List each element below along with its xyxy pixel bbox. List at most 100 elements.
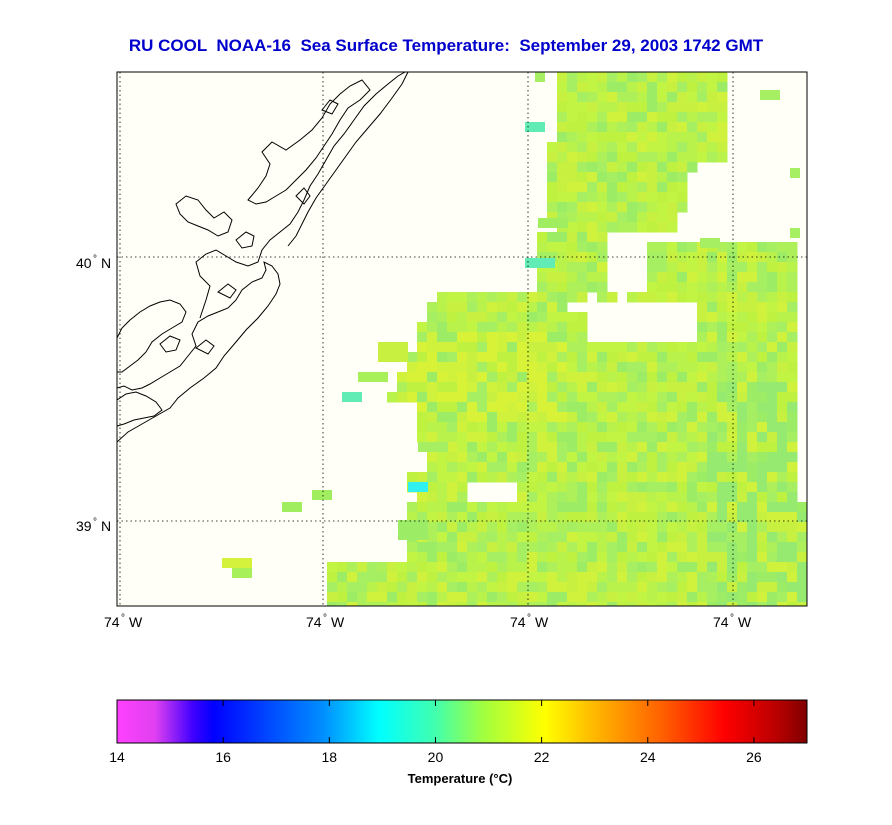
sst-pixel xyxy=(647,82,658,93)
sst-pixel xyxy=(467,352,478,363)
sst-pixel xyxy=(557,122,568,133)
sst-pixel xyxy=(747,382,758,393)
sst-pixel xyxy=(407,512,418,523)
sst-pixel xyxy=(637,422,648,433)
sst-pixel xyxy=(697,322,708,333)
sst-pixel xyxy=(437,582,448,593)
sst-pixel xyxy=(507,432,518,443)
sst-pixel xyxy=(697,82,708,93)
sst-pixel xyxy=(557,562,568,573)
sst-pixel xyxy=(517,302,528,313)
sst-pixel xyxy=(667,452,678,463)
sst-pixel xyxy=(577,322,588,333)
sst-pixel xyxy=(517,562,528,573)
sst-pixel xyxy=(437,492,448,503)
sst-pixel xyxy=(557,192,568,203)
sst-pixel xyxy=(627,542,638,553)
sst-pixel xyxy=(657,152,668,163)
sst-pixel xyxy=(737,572,748,583)
sst-pixel xyxy=(697,502,708,513)
sst-pixel xyxy=(647,162,658,173)
sst-pixel xyxy=(577,592,588,603)
sst-pixel xyxy=(467,442,478,453)
sst-pixel xyxy=(757,392,768,403)
sst-pixel xyxy=(547,502,558,513)
sst-pixel xyxy=(777,262,788,273)
sst-pixel xyxy=(557,552,568,563)
sst-pixel xyxy=(527,392,538,403)
sst-pixel xyxy=(547,392,558,403)
sst-pixel xyxy=(577,172,588,183)
sst-pixel xyxy=(437,572,448,583)
sst-pixel xyxy=(647,432,658,443)
sst-pixel xyxy=(747,272,758,283)
sst-pixel xyxy=(647,392,658,403)
sst-pixel xyxy=(627,292,638,303)
sst-pixel xyxy=(737,352,748,363)
sst-pixel xyxy=(727,382,738,393)
sst-pixel xyxy=(767,322,778,333)
sst-pixel xyxy=(517,482,528,493)
sst-pixel xyxy=(557,522,568,533)
sst-pixel xyxy=(537,312,548,323)
sst-pixel xyxy=(627,82,638,93)
sst-pixel xyxy=(787,272,798,283)
sst-pixel xyxy=(567,122,578,133)
sst-pixel xyxy=(767,262,778,273)
sst-pixel xyxy=(457,382,468,393)
sst-pixel xyxy=(427,512,438,523)
sst-pixel xyxy=(667,192,678,203)
sst-pixel xyxy=(437,452,448,463)
sst-pixel xyxy=(567,482,578,493)
sst-pixel xyxy=(437,292,448,303)
sst-pixel xyxy=(487,572,498,583)
sst-pixel xyxy=(437,502,448,513)
sst-pixel xyxy=(597,232,608,243)
sst-pixel xyxy=(697,282,708,293)
sst-pixel xyxy=(567,282,578,293)
sst-pixel xyxy=(597,442,608,453)
sst-pixel xyxy=(707,482,718,493)
sst-pixel xyxy=(747,452,758,463)
sst-pixel xyxy=(567,132,578,143)
sst-pixel xyxy=(387,602,398,606)
sst-pixel xyxy=(667,172,678,183)
sst-pixel xyxy=(577,372,588,383)
colorbar-gradient xyxy=(116,699,808,744)
sst-pixel xyxy=(617,402,628,413)
sst-pixel xyxy=(787,502,798,513)
sst-pixel xyxy=(727,532,738,543)
sst-pixel xyxy=(547,182,558,193)
sst-pixel xyxy=(497,542,508,553)
sst-pixel xyxy=(697,142,708,153)
sst-pixel xyxy=(637,522,648,533)
sst-pixel xyxy=(417,352,428,363)
sst-pixel xyxy=(617,492,628,503)
sst-pixel xyxy=(707,142,718,153)
sst-pixel xyxy=(507,552,518,563)
sst-pixel xyxy=(647,452,658,463)
sst-pixel xyxy=(717,312,728,323)
sst-pixel xyxy=(537,542,548,553)
sst-pixel xyxy=(427,302,438,313)
sst-pixel xyxy=(547,152,558,163)
sst-pixel xyxy=(607,122,618,133)
sst-pixel xyxy=(777,372,788,383)
sst-pixel xyxy=(547,272,558,283)
sst-pixel xyxy=(417,402,428,413)
sst-pixel xyxy=(557,212,568,223)
sst-pixel xyxy=(767,462,778,473)
sst-pixel xyxy=(377,572,388,583)
sst-pixel xyxy=(707,582,718,593)
sst-pixel xyxy=(727,412,738,423)
sst-pixel xyxy=(657,342,668,353)
sst-pixel xyxy=(427,482,438,493)
sst-pixel xyxy=(517,442,528,453)
sst-pixel xyxy=(707,602,718,606)
sst-pixel xyxy=(707,92,718,103)
sst-pixel xyxy=(567,452,578,463)
sst-pixel xyxy=(427,562,438,573)
sst-pixel xyxy=(577,152,588,163)
sst-pixel xyxy=(747,282,758,293)
sst-pixel xyxy=(717,142,728,153)
